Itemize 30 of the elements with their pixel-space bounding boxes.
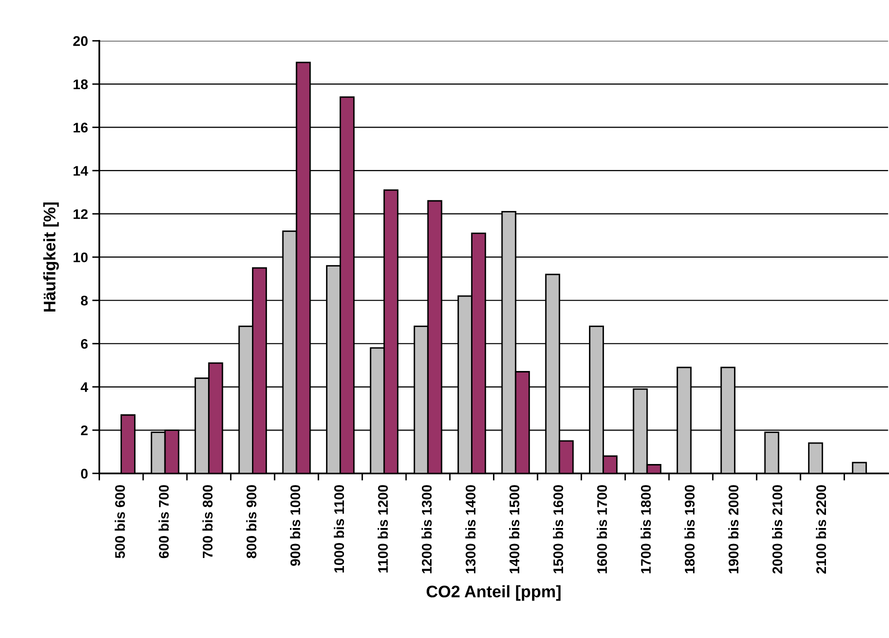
x-tick-label: 800 bis 900 (246, 485, 256, 558)
y-tick-label: 8 (80, 296, 88, 306)
x-tick-label: 500 bis 600 (114, 485, 125, 558)
x-axis-title: CO2 Anteil [ppm] (426, 585, 561, 601)
y-tick-label: 14 (74, 166, 88, 176)
y-tick-label: 2 (80, 425, 88, 436)
x-tick-label: 700 bis 800 (202, 485, 213, 558)
y-tick-label: 12 (74, 209, 88, 219)
x-tick-label: 2000 bis 2100 (772, 485, 782, 574)
x-tick-label: 1500 bis 1600 (552, 485, 564, 574)
x-tick-label: 1600 bis 1700 (596, 485, 607, 574)
x-tick-label: 1700 bis 1800 (640, 485, 651, 574)
y-tick-label: 6 (80, 338, 88, 349)
y-tick-label: 16 (74, 122, 88, 133)
x-tick-label: 1100 bis 1200 (378, 485, 388, 572)
y-tick-label: 20 (73, 36, 88, 46)
y-axis-title: Häufigkeit [%] (43, 202, 59, 312)
x-tick-label: 600 bis 700 (158, 485, 169, 558)
y-tick-label: 18 (74, 79, 88, 90)
y-tick-label: 10 (74, 252, 88, 262)
x-tick-label: 900 bis 1000 (290, 485, 300, 566)
x-tick-label: 1900 bis 2000 (728, 485, 738, 574)
x-tick-label: 1000 bis 1100 (334, 485, 344, 572)
x-tick-label: 1300 bis 1400 (465, 485, 476, 574)
x-tick-label: 1200 bis 1300 (422, 485, 432, 574)
y-tick-label: 0 (81, 468, 88, 479)
y-tick-label: 4 (80, 382, 88, 392)
x-tick-label: 1800 bis 1900 (684, 485, 695, 574)
x-tick-label: 1400 bis 1500 (509, 485, 520, 574)
x-tick-label: 2100 bis 2200 (816, 485, 826, 574)
